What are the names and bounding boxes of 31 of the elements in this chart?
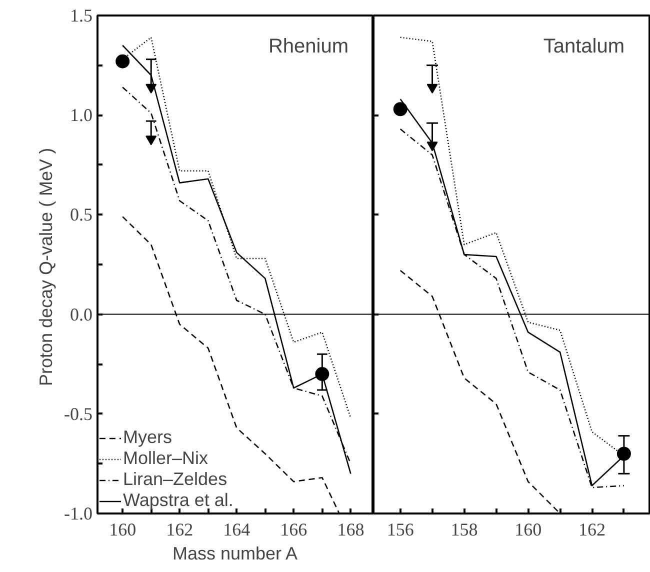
x-tick-label: 168 <box>337 520 364 540</box>
y-tick-label: 1.5 <box>70 6 92 26</box>
legend-label: Liran–Zeldes <box>123 469 228 490</box>
x-tick-label: 158 <box>450 520 478 540</box>
point <box>146 84 157 94</box>
legend-label: Wapstra et al. <box>123 490 234 511</box>
text: Tantalum <box>543 36 625 58</box>
legend-label: Myers <box>123 427 172 448</box>
point <box>426 142 438 152</box>
x-tick-label: 160 <box>514 520 542 540</box>
x-tick-label: 156 <box>386 520 414 540</box>
point <box>315 367 330 382</box>
y-tick-label: 0.0 <box>70 304 92 324</box>
x-axis-title: Mass number A <box>172 544 298 564</box>
y-axis-title: Proton decay Q-value ( MeV ) <box>36 148 56 386</box>
point <box>116 54 130 68</box>
x-tick-label: 162 <box>166 520 194 540</box>
point <box>616 446 631 461</box>
x-tick-label: 166 <box>280 520 308 540</box>
x-tick-label: 162 <box>578 520 606 540</box>
legend-label: Moller–Nix <box>123 448 208 469</box>
point <box>393 102 408 116</box>
y-tick-label: -1.0 <box>64 504 93 524</box>
text: Rhenium <box>268 36 349 58</box>
x-tick-label: 164 <box>223 520 250 540</box>
y-tick-label: -0.5 <box>64 404 93 424</box>
y-tick-label: 1.0 <box>70 105 92 126</box>
point <box>426 84 438 94</box>
x-tick-label: 160 <box>109 520 136 540</box>
y-tick-label: 0.5 <box>70 204 92 225</box>
point <box>146 136 157 146</box>
